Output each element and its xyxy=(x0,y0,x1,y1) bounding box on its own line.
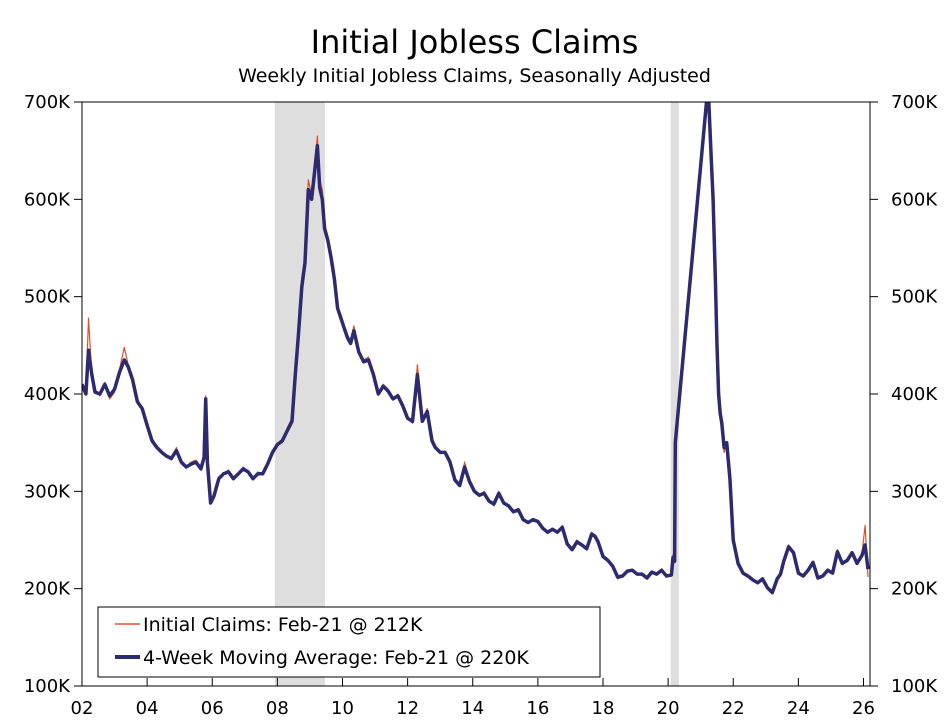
y-tick-label-left: 100K xyxy=(24,676,71,697)
x-tick-label: 02 xyxy=(71,698,94,719)
x-tick-label: 04 xyxy=(136,698,159,719)
x-tick-label: 10 xyxy=(331,698,354,719)
y-tick-label-right: 600K xyxy=(891,189,938,210)
x-tick-label: 16 xyxy=(526,698,549,719)
y-tick-label-right: 100K xyxy=(891,676,938,697)
x-tick-label: 18 xyxy=(592,698,615,719)
y-tick-label-right: 300K xyxy=(891,481,938,502)
y-tick-label-right: 500K xyxy=(891,287,938,308)
y-tick-label-right: 400K xyxy=(891,384,938,405)
recession-band-1 xyxy=(670,102,679,686)
chart-subtitle: Weekly Initial Jobless Claims, Seasonall… xyxy=(238,65,711,87)
series-line-moving-average xyxy=(82,102,870,595)
x-tick-label: 26 xyxy=(852,698,875,719)
recession-band-0 xyxy=(274,102,325,686)
y-tick-label-left: 600K xyxy=(24,189,71,210)
plot-frame xyxy=(81,101,871,687)
legend-label-moving-average: 4-Week Moving Average: Feb-21 @ 220K xyxy=(143,647,529,669)
x-tick-label: 22 xyxy=(722,698,745,719)
y-tick-label-left: 400K xyxy=(24,384,71,405)
x-tick-label: 24 xyxy=(787,698,810,719)
y-tick-label-left: 200K xyxy=(24,579,71,600)
y-tick-label-left: 700K xyxy=(24,92,71,113)
x-tick-label: 14 xyxy=(461,698,484,719)
legend: Initial Claims: Feb-21 @ 212K 4-Week Mov… xyxy=(97,606,601,678)
y-tick-label-right: 200K xyxy=(891,579,938,600)
axis-layer: 02 04 06 08 10 12 14 16 18 20 22 24 26 100K 100K 200K 20… xyxy=(24,92,939,719)
x-tick-label: 06 xyxy=(201,698,224,719)
x-tick-label: 12 xyxy=(396,698,419,719)
x-tick-label: 20 xyxy=(657,698,680,719)
x-tick-label: 08 xyxy=(266,698,289,719)
y-tick-label-left: 300K xyxy=(24,481,71,502)
series-layer xyxy=(82,102,870,595)
y-tick-label-left: 500K xyxy=(24,287,71,308)
legend-label-initial-claims: Initial Claims: Feb-21 @ 212K xyxy=(143,614,423,636)
chart-title: Initial Jobless Claims xyxy=(310,23,639,61)
legend-box xyxy=(97,606,601,678)
series-line-initial-claims xyxy=(82,102,869,595)
recession-shading-layer xyxy=(274,102,679,686)
y-tick-label-right: 700K xyxy=(891,92,938,113)
